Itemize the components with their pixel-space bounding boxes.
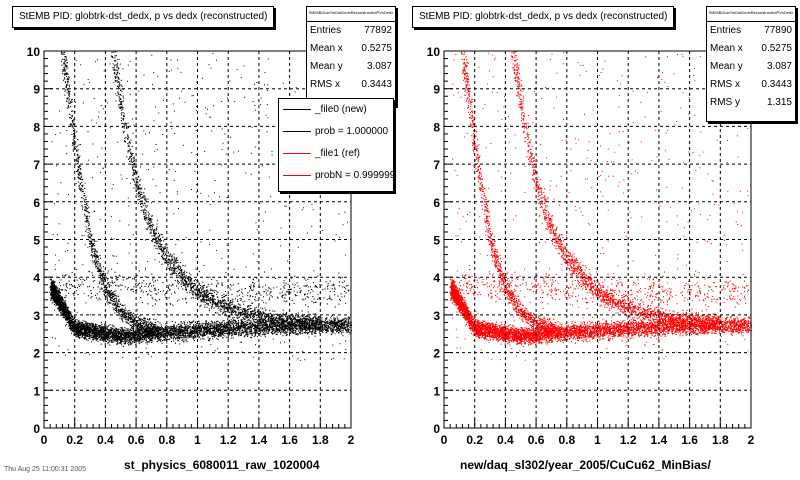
x-axis-title: new/daq_sl302/year_2005/CuCu62_MinBias/ xyxy=(460,458,711,472)
y-tick-label: 2 xyxy=(33,347,40,361)
y-tick-label: 1 xyxy=(433,384,440,398)
x-tick-label: 1.8 xyxy=(712,433,729,447)
stats-row-rms-x: RMS x 0.3443 xyxy=(310,79,392,90)
x-tick-label: 1.8 xyxy=(312,433,329,447)
y-tick-label: 4 xyxy=(33,271,40,285)
y-tick-label: 10 xyxy=(427,45,441,59)
stats-row-rms-x: RMS x 0.3443 xyxy=(710,79,792,90)
x-tick-label: 0.4 xyxy=(497,433,514,447)
x-tick-label: 0 xyxy=(441,433,448,447)
x-tick-label: 0.4 xyxy=(97,433,114,447)
stats-header: StEMBGlobTrkDstDedxReconstructedPVsDedx xyxy=(307,7,395,22)
x-tick-label: 2 xyxy=(348,433,355,447)
legend-entry-file1: _file1 (ref) xyxy=(279,143,393,165)
left-plot-panel: 0 0.2 0.4 0.6 0.8 1 1.2 1.4 1.6 1.8 2 0 1 2 3 4 5 6 7 8 9 10 … xyxy=(12,6,396,472)
timestamp-footer: Thu Aug 25 11:00:31 2005 xyxy=(4,466,86,473)
y-tick-label: 5 xyxy=(433,234,440,248)
stats-box: StEMBGlobTrkDstDedxReconstructedPVsDedx … xyxy=(706,6,796,122)
x-tick-label: 1.4 xyxy=(251,433,268,447)
x-tick-label: 2 xyxy=(748,433,755,447)
plot-title: StEMB PID: globtrk-dst_dedx, p vs dedx (… xyxy=(12,6,275,28)
x-tick-label: 0.6 xyxy=(128,433,145,447)
y-tick-label: 7 xyxy=(33,158,40,172)
stats-header: StEMBGlobTrkDstDedxReconstructedPVsDedx xyxy=(707,7,795,22)
stats-row-entries: Entries 77890 xyxy=(710,25,792,36)
y-tick-label: 3 xyxy=(433,309,440,323)
stats-row-mean-x: Mean x 0.5275 xyxy=(710,43,792,54)
stats-row-mean-y: Mean y 3.087 xyxy=(310,61,392,72)
y-tick-label: 4 xyxy=(433,271,440,285)
legend-line-black xyxy=(283,109,311,110)
right-plot-panel: 0 0.2 0.4 0.6 0.8 1 1.2 1.4 1.6 1.8 2 0 1 2 3 4 5 6 7 8 9 10 … xyxy=(400,0,800,480)
legend-entry-probn: probN = 0.999999 xyxy=(279,165,393,187)
y-tick-label: 7 xyxy=(433,158,440,172)
legend-entry-file0: _file0 (new) xyxy=(279,99,393,121)
y-tick-label: 5 xyxy=(33,234,40,248)
y-tick-label: 6 xyxy=(33,196,40,210)
y-tick-label: 0 xyxy=(433,422,440,436)
x-tick-label: 1.2 xyxy=(620,433,637,447)
x-tick-label: 1.2 xyxy=(220,433,237,447)
y-tick-label: 2 xyxy=(433,347,440,361)
y-tick-label: 10 xyxy=(27,45,41,59)
plot-title: StEMB PID: globtrk-dst_dedx, p vs dedx (… xyxy=(412,6,675,28)
y-tick-label: 8 xyxy=(33,120,40,134)
x-tick-label: 0.2 xyxy=(466,433,483,447)
legend-entry-prob: prob = 1.000000 xyxy=(279,121,393,143)
y-tick-label: 3 xyxy=(33,309,40,323)
y-tick-label: 9 xyxy=(33,83,40,97)
x-tick-label: 0.8 xyxy=(158,433,175,447)
stats-box: StEMBGlobTrkDstDedxReconstructedPVsDedx … xyxy=(306,6,396,106)
stats-row-entries: Entries 77892 xyxy=(310,25,392,36)
legend-line-red xyxy=(283,175,311,176)
x-axis-title: st_physics_6080011_raw_1020004 xyxy=(124,458,320,472)
x-tick-label: 0.6 xyxy=(528,433,545,447)
x-tick-label: 1 xyxy=(594,433,601,447)
y-tick-label: 6 xyxy=(433,196,440,210)
y-tick-label: 8 xyxy=(433,120,440,134)
stats-row-mean-x: Mean x 0.5275 xyxy=(310,43,392,54)
x-tick-label: 1 xyxy=(194,433,201,447)
stats-row-mean-y: Mean y 3.087 xyxy=(710,61,792,72)
scatter-points xyxy=(449,51,752,361)
right-scatter-plot[interactable]: 0 0.2 0.4 0.6 0.8 1 1.2 1.4 1.6 1.8 2 0 1 2 3 4 5 6 7 8 9 10 xyxy=(400,0,800,480)
x-tick-label: 0.2 xyxy=(66,433,83,447)
y-tick-label: 1 xyxy=(33,384,40,398)
x-tick-label: 0 xyxy=(41,433,48,447)
x-tick-label: 0.8 xyxy=(558,433,575,447)
legend-line-black xyxy=(283,131,311,132)
x-tick-label: 1.6 xyxy=(281,433,298,447)
legend-line-red xyxy=(283,153,311,154)
x-tick-label: 1.4 xyxy=(651,433,668,447)
y-tick-label: 0 xyxy=(33,422,40,436)
legend: _file0 (new) prob = 1.000000 _file1 (ref… xyxy=(278,98,394,192)
stats-row-rms-y: RMS y 1.315 xyxy=(710,97,792,108)
y-tick-label: 9 xyxy=(433,83,440,97)
x-tick-label: 1.6 xyxy=(681,433,698,447)
